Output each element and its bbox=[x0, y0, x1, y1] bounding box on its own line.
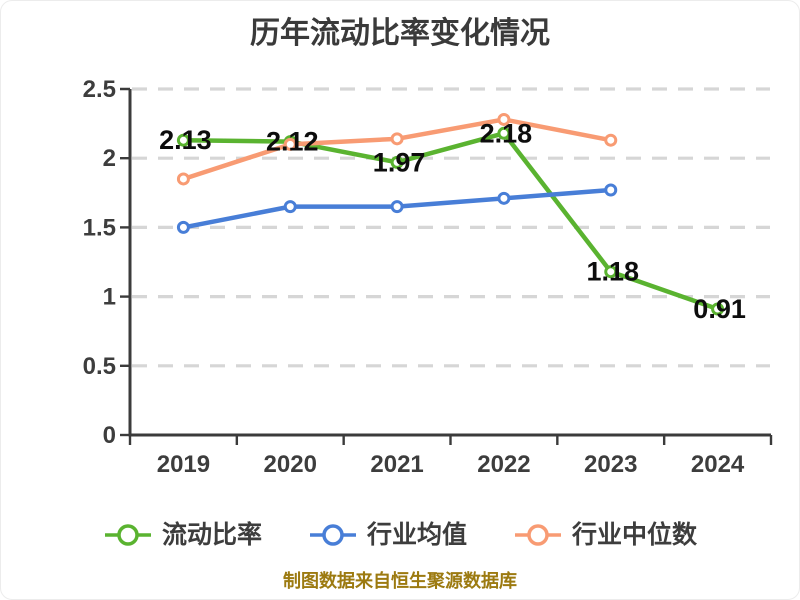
data-point-2-2021[interactable] bbox=[390, 132, 404, 146]
x-axis-tick-label: 2023 bbox=[584, 451, 637, 478]
legend-item-0[interactable]: 流动比率 bbox=[103, 521, 262, 549]
data-source-note: 制图数据来自恒生聚源数据库 bbox=[283, 571, 517, 591]
data-point-0-2019[interactable] bbox=[176, 133, 190, 147]
legend-marker-icon bbox=[309, 524, 356, 546]
legend-marker-icon bbox=[104, 524, 151, 546]
data-point-label: 0.91 bbox=[693, 294, 746, 324]
data-point-2-2020[interactable] bbox=[283, 137, 297, 151]
x-axis-tick-label: 2020 bbox=[264, 451, 317, 478]
series-line-0[interactable] bbox=[181, 131, 720, 312]
data-point-1-2022[interactable] bbox=[497, 191, 511, 205]
x-axis-tick-label: 2021 bbox=[370, 451, 423, 478]
data-point-0-2024[interactable] bbox=[711, 302, 725, 316]
data-point-1-2021[interactable] bbox=[390, 200, 404, 214]
y-axis-tick-label: 2.5 bbox=[83, 76, 116, 103]
y-axis-tick-label: 0 bbox=[103, 422, 116, 449]
data-point-0-2021[interactable] bbox=[390, 155, 404, 169]
legend-item-2[interactable]: 行业中位数 bbox=[513, 521, 697, 549]
legend-item-1[interactable]: 行业均值 bbox=[308, 521, 467, 549]
data-point-1-2019[interactable] bbox=[176, 220, 190, 234]
data-point-label: 1.97 bbox=[373, 147, 426, 177]
data-point-label: 2.13 bbox=[159, 125, 212, 155]
y-axis-tick-label: 1.5 bbox=[83, 214, 116, 241]
y-axis-tick-label: 2 bbox=[103, 145, 116, 172]
x-axis-tick-label: 2024 bbox=[691, 451, 745, 478]
x-axis-tick-label: 2022 bbox=[477, 451, 530, 478]
legend-label: 流动比率 bbox=[161, 520, 262, 549]
data-point-0-2022[interactable] bbox=[497, 126, 511, 140]
legend-label: 行业中位数 bbox=[572, 520, 698, 549]
data-point-1-2020[interactable] bbox=[283, 200, 297, 214]
data-point-label: 2.12 bbox=[266, 127, 319, 157]
data-point-2-2022[interactable] bbox=[497, 112, 511, 126]
data-point-1-2023[interactable] bbox=[604, 183, 618, 197]
data-point-label: 2.18 bbox=[480, 118, 533, 148]
data-point-label: 1.18 bbox=[586, 257, 639, 287]
y-axis-tick-label: 1 bbox=[103, 284, 116, 311]
data-point-2-2019[interactable] bbox=[176, 172, 190, 186]
legend-label: 行业均值 bbox=[366, 520, 467, 549]
data-point-2-2023[interactable] bbox=[604, 133, 618, 147]
y-axis-tick-label: 0.5 bbox=[83, 353, 116, 380]
data-point-0-2023[interactable] bbox=[604, 265, 618, 279]
chart-title: 历年流动比率变化情况 bbox=[250, 17, 550, 50]
chart-legend: 流动比率 行业均值 行业中位数 bbox=[1, 521, 799, 549]
legend-marker-icon bbox=[515, 524, 561, 546]
x-axis-tick-label: 2019 bbox=[157, 451, 210, 478]
